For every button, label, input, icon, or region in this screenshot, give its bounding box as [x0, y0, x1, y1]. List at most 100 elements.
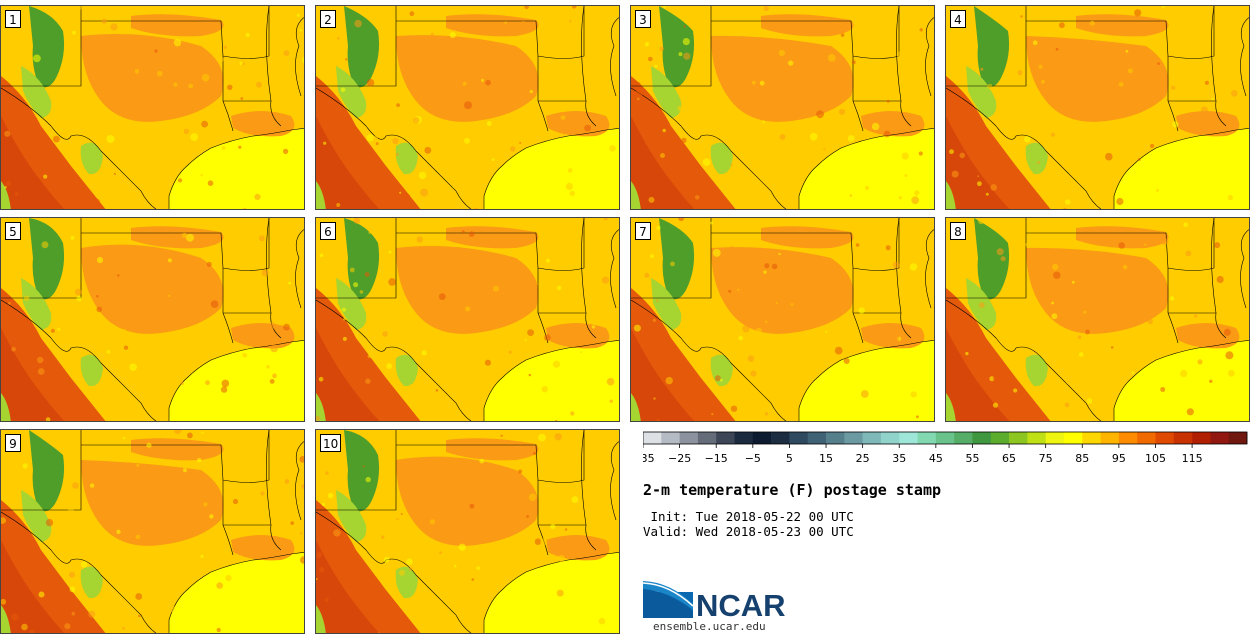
- ensemble-panel-9[interactable]: 9: [0, 429, 305, 634]
- mild-southwest-corner: [1, 605, 11, 633]
- texture-speck: [1180, 370, 1188, 378]
- texture-speck: [486, 121, 492, 126]
- mild-southwest-corner: [946, 393, 956, 421]
- gulf-coastline: [168, 551, 304, 633]
- texture-speck: [1186, 408, 1194, 416]
- ensemble-panel-4[interactable]: 4: [945, 5, 1250, 210]
- texture-speck: [341, 322, 346, 327]
- texture-speck: [763, 270, 767, 274]
- texture-speck: [198, 178, 205, 185]
- mild-hills: [1025, 142, 1048, 175]
- texture-speck: [834, 346, 843, 355]
- texture-speck: [951, 170, 959, 178]
- texture-speck: [201, 431, 204, 434]
- texture-speck: [987, 83, 993, 90]
- texture-speck: [788, 60, 794, 66]
- warm-north: [1076, 226, 1169, 249]
- texture-speck: [1017, 70, 1023, 76]
- texture-speck: [491, 158, 495, 162]
- texture-speck: [452, 182, 459, 189]
- texture-speck: [678, 52, 683, 57]
- rio-grande-border: [1, 511, 157, 633]
- texture-speck: [918, 151, 923, 156]
- texture-speck: [659, 46, 664, 52]
- texture-speck: [803, 125, 807, 128]
- texture-speck: [461, 230, 465, 233]
- arkansas-border: [266, 430, 272, 526]
- texture-speck: [569, 20, 572, 23]
- texture-speck: [1178, 181, 1184, 186]
- texture-speck: [416, 236, 423, 243]
- gulf-region: [484, 552, 619, 633]
- mild-southwest-corner: [631, 393, 641, 421]
- texture-speck: [301, 484, 304, 489]
- ensemble-panel-8[interactable]: 8: [945, 217, 1250, 422]
- texture-speck: [430, 32, 434, 36]
- texture-speck: [268, 322, 276, 329]
- texture-speck: [656, 225, 661, 230]
- texture-speck: [1046, 110, 1050, 114]
- texture-speck: [1161, 6, 1165, 8]
- temperature-colorbar: −35 −25 −15 −5 5 15 25 35 45 55 65 75 85 95 105 115: [643, 431, 1248, 465]
- ensemble-panel-7[interactable]: 7: [630, 217, 935, 422]
- texture-speck: [1216, 275, 1224, 284]
- texture-speck: [916, 415, 919, 419]
- colorbar-bin: [1063, 432, 1083, 444]
- texture-speck: [865, 185, 869, 190]
- texture-speck: [381, 535, 385, 539]
- colorbar-tick-label: −35: [643, 452, 655, 465]
- texture-speck: [353, 282, 359, 288]
- plot-title: 2-m temperature (F) postage stamp: [643, 481, 942, 499]
- texture-speck: [985, 192, 989, 196]
- texture-speck: [64, 623, 71, 630]
- texture-speck: [154, 49, 158, 53]
- ensemble-panel-2[interactable]: 2: [315, 5, 620, 210]
- texture-speck: [261, 269, 269, 277]
- texture-speck: [209, 514, 214, 519]
- texture-speck: [1059, 22, 1065, 29]
- ensemble-panel-6[interactable]: 6: [315, 217, 620, 422]
- mississippi-river: [295, 441, 304, 521]
- texture-speck: [207, 180, 214, 186]
- texture-speck: [227, 84, 233, 91]
- texture-speck: [106, 134, 115, 143]
- ensemble-panel-10[interactable]: 10: [315, 429, 620, 634]
- texture-speck: [122, 627, 125, 630]
- texture-speck: [444, 560, 447, 564]
- texture-speck: [1118, 242, 1125, 249]
- texture-speck: [68, 571, 75, 578]
- warm-north: [446, 226, 539, 249]
- texture-speck: [530, 42, 536, 48]
- texture-speck: [217, 56, 224, 63]
- texture-speck: [366, 134, 374, 142]
- warm-north: [446, 14, 539, 37]
- colorbar-bin: [1027, 432, 1046, 444]
- texture-speck: [382, 331, 388, 337]
- texture-speck: [977, 181, 982, 187]
- texture-speck: [299, 456, 304, 463]
- texture-speck: [1156, 188, 1160, 192]
- texture-speck: [980, 67, 984, 71]
- texture-speck: [72, 30, 76, 35]
- texture-speck: [560, 115, 566, 120]
- logo-text: NCAR: [696, 588, 786, 620]
- texture-speck: [570, 411, 575, 416]
- texture-speck: [33, 54, 41, 63]
- texture-speck: [1197, 359, 1203, 365]
- member-number-label: 8: [950, 222, 966, 240]
- texture-speck: [714, 375, 721, 382]
- ensemble-panel-1[interactable]: 1: [0, 5, 305, 210]
- texture-speck: [885, 245, 891, 251]
- texture-speck: [383, 556, 390, 563]
- texture-speck: [677, 105, 683, 111]
- texture-speck: [377, 632, 381, 633]
- mild-highlands: [21, 490, 52, 542]
- texture-speck: [1037, 161, 1041, 164]
- rio-grande-border: [946, 299, 1102, 421]
- ensemble-panel-5[interactable]: 5: [0, 217, 305, 422]
- texture-speck: [702, 158, 711, 166]
- texture-speck: [232, 498, 239, 505]
- new-mexico-border: [316, 430, 397, 511]
- ensemble-panel-3[interactable]: 3: [630, 5, 935, 210]
- texture-speck: [254, 193, 261, 200]
